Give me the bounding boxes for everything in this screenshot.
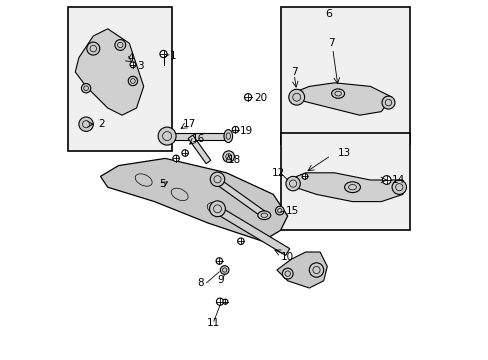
Ellipse shape	[128, 76, 137, 86]
Text: 4: 4	[127, 53, 134, 63]
Text: 5: 5	[159, 179, 165, 189]
Text: 12: 12	[271, 168, 284, 178]
Circle shape	[172, 155, 179, 162]
Ellipse shape	[87, 42, 100, 55]
Text: 10: 10	[280, 252, 293, 262]
Ellipse shape	[79, 117, 93, 131]
Ellipse shape	[223, 151, 234, 162]
Polygon shape	[213, 206, 289, 255]
Polygon shape	[101, 158, 287, 241]
Polygon shape	[276, 252, 326, 288]
Polygon shape	[213, 177, 267, 219]
Circle shape	[302, 174, 307, 179]
Circle shape	[232, 126, 238, 133]
Circle shape	[223, 299, 227, 304]
Bar	[68, 7, 172, 151]
Ellipse shape	[210, 172, 224, 186]
Ellipse shape	[285, 176, 300, 191]
Polygon shape	[75, 29, 143, 115]
Ellipse shape	[224, 130, 232, 143]
Ellipse shape	[81, 84, 91, 93]
Ellipse shape	[309, 263, 323, 277]
Circle shape	[182, 150, 188, 156]
Circle shape	[216, 258, 222, 264]
Bar	[280, 133, 409, 230]
Polygon shape	[165, 133, 230, 140]
Circle shape	[130, 62, 136, 68]
Ellipse shape	[257, 211, 270, 220]
Text: 8: 8	[197, 278, 204, 288]
Text: 2: 2	[99, 119, 105, 129]
Text: 17: 17	[183, 119, 196, 129]
Circle shape	[382, 176, 390, 184]
Bar	[280, 7, 409, 144]
Text: 6: 6	[325, 9, 332, 19]
Text: 11: 11	[206, 318, 220, 328]
Ellipse shape	[391, 180, 406, 194]
Text: 14: 14	[391, 175, 405, 185]
Ellipse shape	[275, 206, 284, 215]
Ellipse shape	[220, 266, 228, 274]
Polygon shape	[188, 135, 210, 164]
Circle shape	[244, 94, 251, 101]
Text: 19: 19	[240, 126, 253, 136]
Circle shape	[216, 298, 223, 305]
Ellipse shape	[331, 89, 344, 98]
Text: 1: 1	[169, 51, 176, 61]
Text: 16: 16	[192, 134, 205, 144]
Ellipse shape	[115, 40, 125, 50]
Ellipse shape	[158, 127, 176, 145]
Text: 18: 18	[227, 155, 240, 165]
Ellipse shape	[209, 201, 225, 217]
Text: 15: 15	[285, 206, 299, 216]
Ellipse shape	[381, 96, 394, 109]
Ellipse shape	[344, 182, 360, 193]
Text: 20: 20	[254, 93, 267, 103]
Text: 13: 13	[337, 148, 351, 158]
Text: 9: 9	[217, 275, 224, 285]
Text: 3: 3	[137, 60, 143, 71]
Text: 7: 7	[291, 67, 297, 77]
Text: 7: 7	[327, 38, 334, 48]
Ellipse shape	[288, 89, 304, 105]
Polygon shape	[287, 173, 402, 202]
Ellipse shape	[282, 268, 292, 279]
Polygon shape	[291, 83, 391, 115]
Circle shape	[237, 238, 244, 244]
Circle shape	[160, 50, 167, 58]
